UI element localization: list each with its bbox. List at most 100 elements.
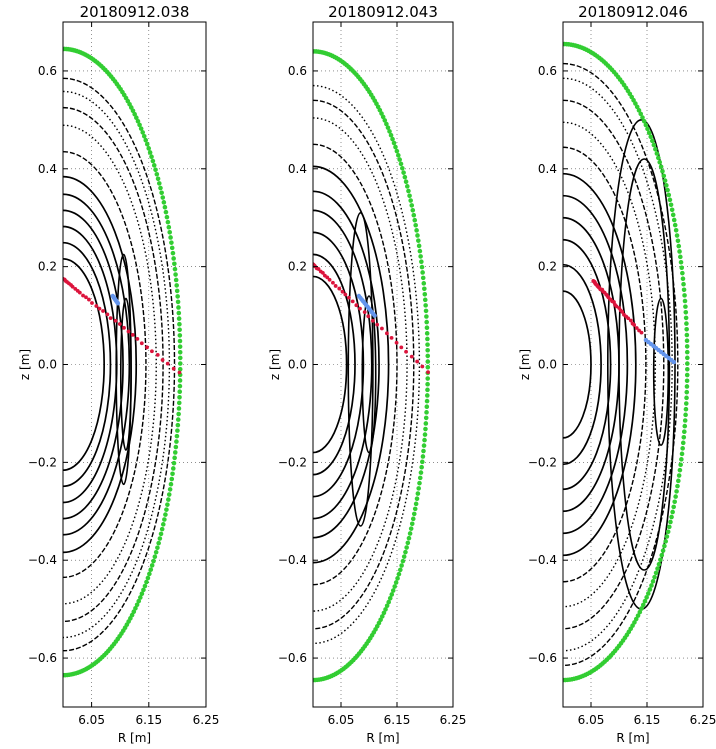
boundary-point [422, 286, 427, 292]
flux-surface [63, 77, 176, 652]
boundary-point [682, 298, 688, 304]
boundary-point [401, 170, 406, 175]
boundary-point [424, 325, 430, 331]
boundary-point [313, 49, 317, 54]
boundary-point [423, 308, 429, 314]
red-point [87, 297, 91, 302]
boundary-point [166, 497, 171, 502]
boundary-point [149, 154, 154, 160]
boundary-point [163, 209, 169, 215]
x-axis-label: R [m] [366, 731, 399, 745]
boundary-point [683, 406, 689, 412]
red-point [370, 318, 375, 323]
boundary-point [663, 539, 668, 544]
boundary-point [407, 531, 413, 536]
red-point [165, 361, 170, 366]
boundary-point [669, 514, 674, 520]
y-tick-label: 0.2 [538, 260, 557, 274]
flux-surface [313, 117, 408, 612]
red-point [639, 330, 644, 335]
boundary-point [649, 583, 654, 588]
red-point [97, 306, 102, 311]
boundary-point [677, 249, 682, 254]
flux-surface [563, 238, 612, 491]
boundary-point [685, 355, 690, 361]
red-point [177, 370, 182, 375]
y-tick-label: 0.4 [38, 162, 57, 176]
boundary-point [425, 359, 431, 364]
boundary-point [397, 157, 402, 162]
boundary-point [403, 549, 408, 555]
red-point [346, 295, 351, 300]
x-tick-label: 6.05 [78, 713, 105, 727]
boundary-point [175, 417, 181, 422]
boundary-point [404, 545, 409, 550]
boundary-point [646, 130, 652, 136]
boundary-point [177, 378, 183, 383]
boundary-point [175, 299, 181, 305]
boundary-point [642, 598, 648, 604]
boundary-point [419, 459, 425, 465]
y-tick-label: 0.0 [38, 358, 57, 372]
boundary-point [647, 587, 653, 592]
boundary-point [401, 554, 407, 559]
boundary-point [669, 207, 675, 213]
y-tick-label: 0.6 [538, 64, 557, 78]
boundary-point [163, 512, 168, 517]
boundary-point [684, 384, 690, 389]
boundary-point [662, 178, 668, 183]
boundary-point [400, 558, 406, 564]
boundary-point [644, 595, 649, 600]
boundary-point [677, 467, 683, 473]
boundary-point [645, 591, 651, 596]
boundary-point [645, 126, 650, 132]
red-point [101, 309, 105, 313]
blue-point [671, 359, 677, 365]
x-tick-label: 6.25 [440, 713, 467, 727]
boundary-point [131, 609, 137, 615]
flux-surface [563, 77, 673, 652]
boundary-point [678, 259, 684, 265]
boundary-point [422, 297, 428, 303]
boundary-point [134, 115, 139, 120]
boundary-point [165, 219, 171, 225]
boundary-point [155, 545, 160, 551]
red-point [126, 329, 131, 334]
plot-area [563, 41, 690, 683]
boundary-point [177, 361, 183, 366]
boundary-point [682, 418, 688, 423]
boundary-point [424, 331, 430, 336]
boundary-point [418, 254, 423, 259]
boundary-point [674, 233, 680, 238]
boundary-point [672, 499, 677, 505]
boundary-point [63, 46, 67, 52]
y-tick-label: −0.4 [278, 553, 307, 567]
boundary-point [176, 305, 181, 310]
boundary-point [425, 336, 430, 342]
boundary-point [174, 439, 179, 444]
boundary-point [679, 265, 685, 271]
flux-surface [313, 209, 373, 520]
boundary-point [410, 207, 416, 213]
boundary-point [419, 264, 425, 270]
boundary-point [680, 446, 685, 451]
boundary-point [411, 511, 417, 517]
red-point [409, 354, 414, 359]
red-point [420, 364, 425, 369]
boundary-point [410, 516, 416, 522]
boundary-point [177, 383, 183, 389]
red-point [160, 358, 165, 362]
magnetic-island [347, 212, 374, 527]
boundary-point [384, 121, 389, 127]
boundary-point [660, 169, 665, 174]
boundary-point [160, 522, 166, 527]
boundary-point [422, 432, 428, 437]
boundary-point [640, 115, 645, 120]
boundary-point [423, 421, 429, 426]
red-point [632, 323, 637, 327]
boundary-point [177, 395, 182, 400]
boundary-point [638, 111, 644, 117]
red-point [394, 340, 399, 345]
flux-surface [313, 190, 380, 539]
boundary-point [684, 332, 690, 338]
